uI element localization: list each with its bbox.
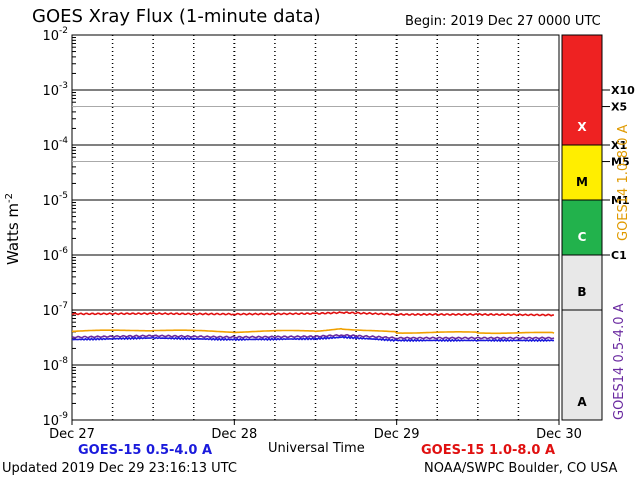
- right-axis-label-short: GOES14 0.5-4.0 A: [612, 303, 627, 420]
- legend-goes15-long: GOES-15 1.0-8.0 A: [421, 443, 556, 458]
- legend-goes15-short: GOES-15 0.5-4.0 A: [78, 443, 213, 458]
- y-axis-label-text: Watts m: [4, 202, 22, 265]
- y-tick-label: 10-5: [42, 191, 68, 209]
- y-tick-label: 10-7: [42, 301, 68, 319]
- credit-label: NOAA/SWPC Boulder, CO USA: [424, 461, 618, 476]
- x-tick-label: Dec 30: [536, 427, 582, 442]
- y-tick-label: 10-3: [42, 81, 68, 99]
- x-tick-label: Dec 29: [374, 427, 420, 442]
- y-tick-label: 10-8: [42, 356, 68, 374]
- class-band-c: [561, 199, 603, 256]
- series-line: [71, 335, 555, 343]
- begin-time-label: Begin: 2019 Dec 27 0000 UTC: [405, 14, 601, 29]
- flare-level-label: X10: [611, 84, 635, 97]
- y-tick-label: 10-6: [42, 246, 68, 264]
- flare-level-label: C1: [611, 249, 627, 262]
- flare-level-label: X1: [611, 139, 627, 152]
- flare-level-label: X5: [611, 101, 627, 114]
- flare-level-label: M5: [611, 156, 630, 169]
- class-label-b: B: [577, 285, 586, 299]
- class-label-c: C: [578, 230, 587, 244]
- series-line: [71, 327, 555, 335]
- class-label-x: X: [577, 120, 587, 134]
- series-line: [71, 333, 555, 340]
- y-tick-label: 10-4: [42, 136, 68, 154]
- right-axis-label-long: GOES14 1.0-8.0 A: [616, 124, 631, 241]
- class-band-b: [561, 254, 603, 311]
- updated-timestamp: Updated 2019 Dec 29 23:16:13 UTC: [2, 461, 237, 476]
- class-label-m: M: [576, 175, 588, 189]
- x-axis-label: Universal Time: [268, 441, 365, 456]
- y-tick-label: 10-2: [42, 26, 68, 44]
- class-band-m: [561, 144, 603, 201]
- class-band-a: [561, 309, 603, 421]
- x-tick-label: Dec 28: [211, 427, 257, 442]
- y-axis-label-exponent: -2: [4, 192, 15, 203]
- class-band-x: [561, 34, 603, 146]
- y-axis-label: Watts m-2: [4, 193, 22, 265]
- class-label-a: A: [577, 395, 587, 409]
- flare-level-label: M1: [611, 194, 630, 207]
- x-tick-label: Dec 27: [49, 427, 95, 442]
- series-line: [71, 311, 555, 317]
- chart-title: GOES Xray Flux (1-minute data): [32, 6, 321, 27]
